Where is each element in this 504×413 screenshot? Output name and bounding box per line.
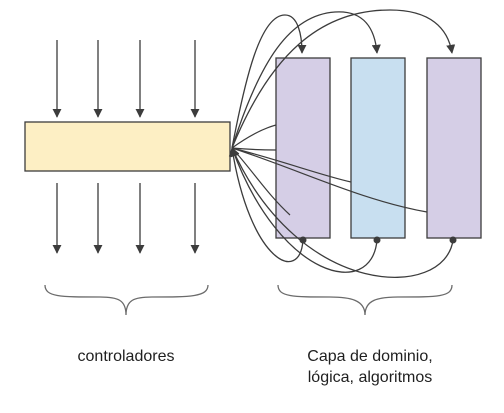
controllers-brace <box>44 284 209 316</box>
outgoing-arrows <box>52 183 200 254</box>
return-connector <box>230 147 378 273</box>
return-connector <box>231 147 454 278</box>
fan-connector <box>231 147 291 216</box>
call-connector <box>231 11 381 149</box>
controllers-label: controladores <box>77 348 175 365</box>
call-connectors <box>231 9 456 149</box>
domain-label-line-1: Capa de dominio, <box>307 348 433 365</box>
connector-dot <box>299 236 307 244</box>
domain-box-1 <box>275 57 331 239</box>
return-connectors <box>228 147 454 278</box>
incoming-arrows <box>52 40 200 118</box>
domain-box-2 <box>350 57 406 239</box>
connector-dots <box>299 236 457 244</box>
domain-layer-label: Capa de dominio, lógica, algoritmos <box>280 346 460 388</box>
fan-connector <box>231 124 277 149</box>
fan-connector <box>231 147 428 213</box>
domain-brace <box>277 284 453 316</box>
connector-dot <box>373 236 381 244</box>
connector-dot <box>449 236 457 244</box>
domain-label-line-2: lógica, algoritmos <box>307 369 433 386</box>
fan-connector <box>231 147 352 183</box>
call-connector <box>231 14 307 149</box>
controller-box <box>24 121 231 172</box>
fan-connector <box>231 147 277 151</box>
domain-box-3 <box>426 57 482 239</box>
fan-connectors <box>231 124 428 216</box>
call-connector <box>231 9 456 149</box>
